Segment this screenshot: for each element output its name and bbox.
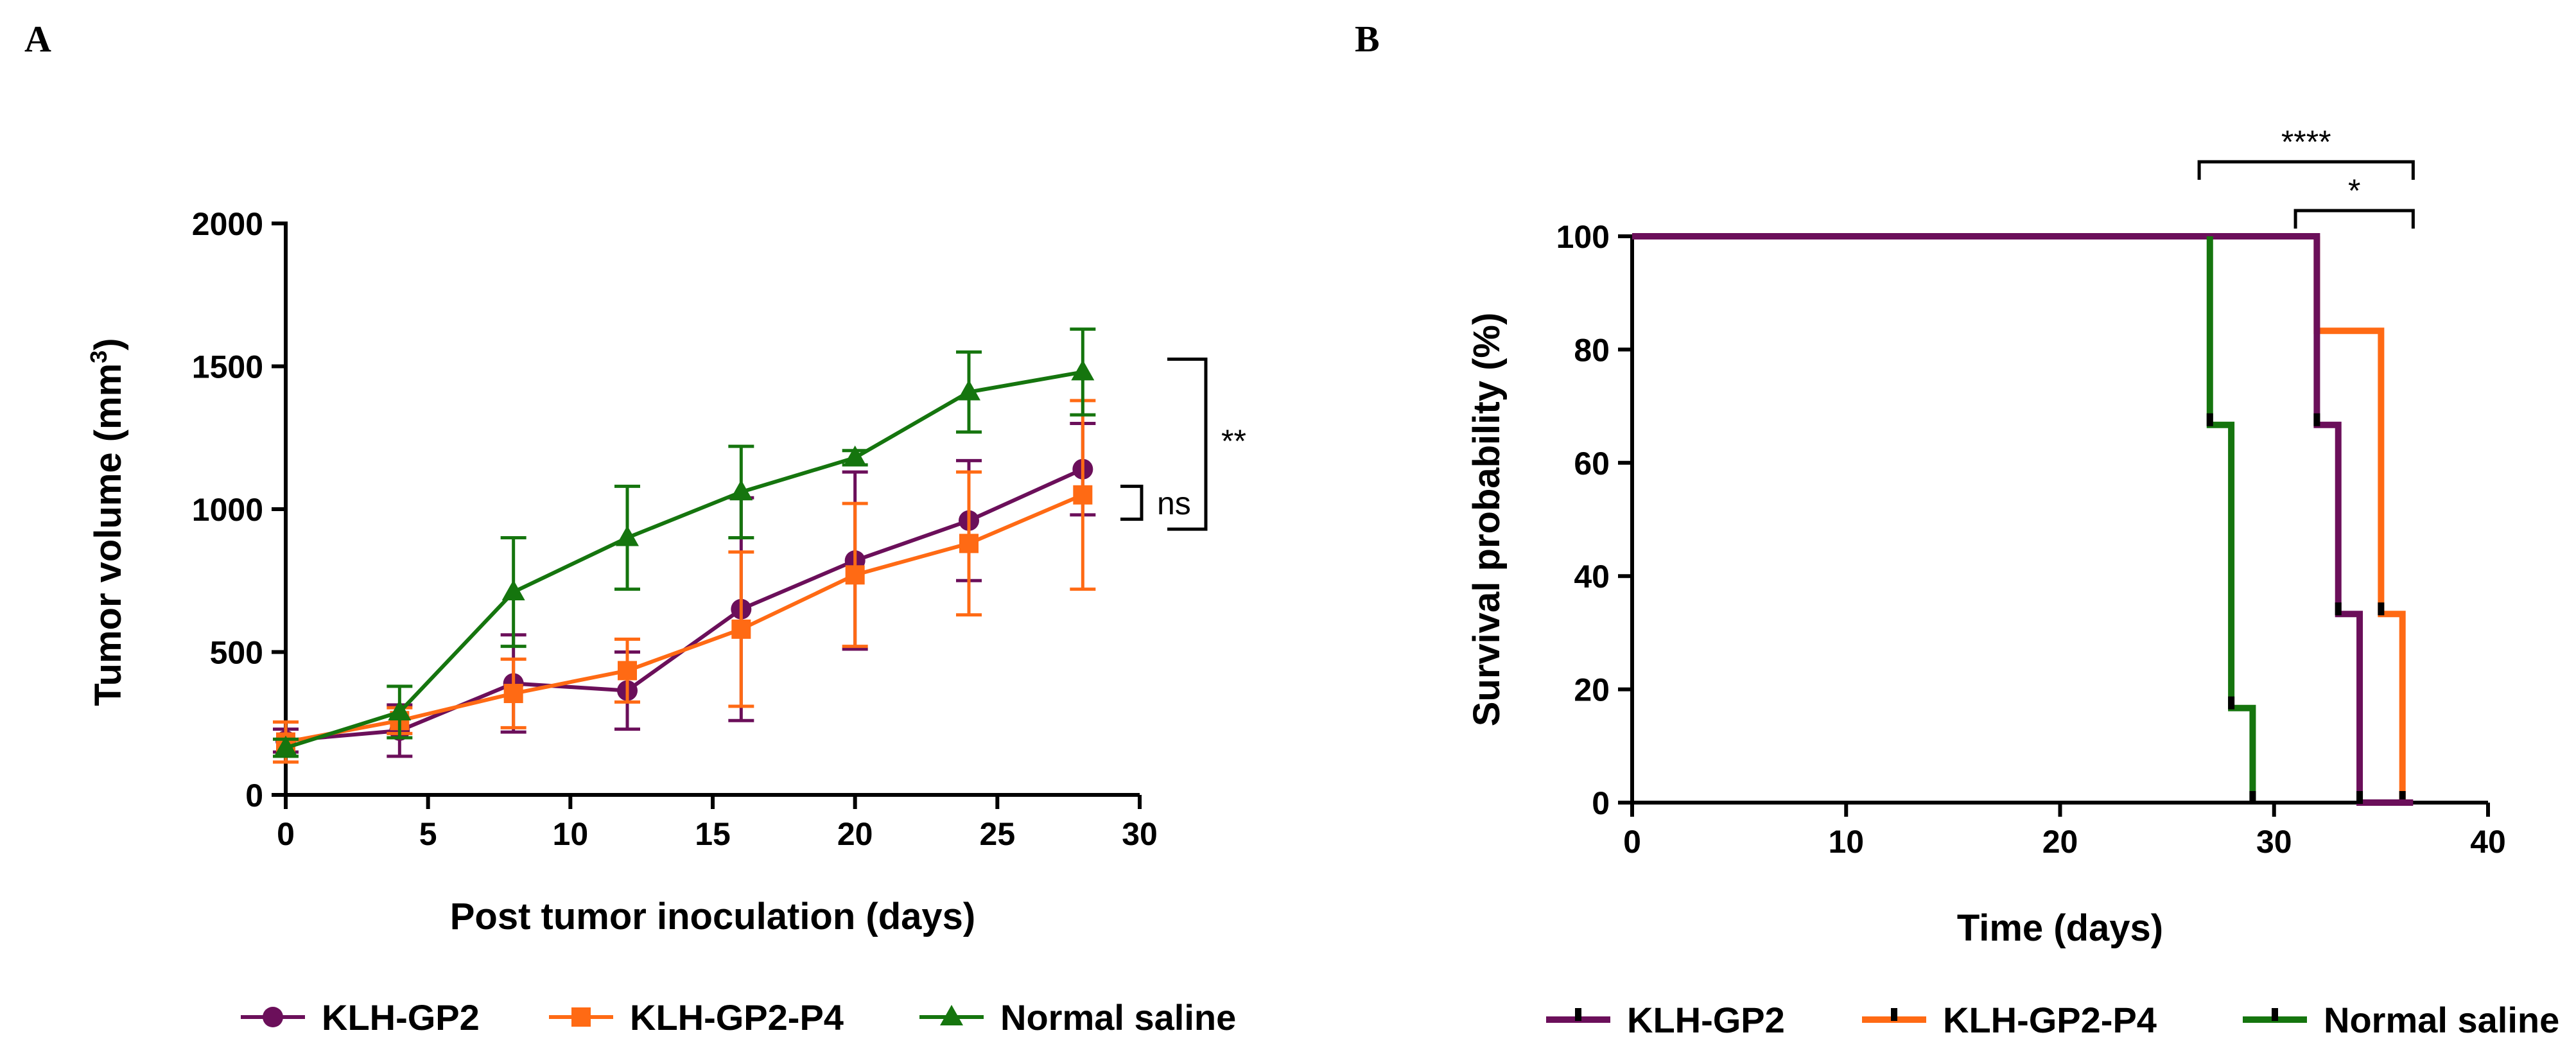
chart-a-y-axis-title: Tumor volume (mm3) — [85, 338, 129, 706]
chart-a-data-point — [843, 445, 867, 466]
chart-b-legend-label: Normal saline — [2324, 1000, 2559, 1040]
chart-b-x-tick-label: 10 — [1828, 824, 1864, 860]
chart-b-series — [1632, 233, 2414, 806]
chart-a-legend-item: Normal saline — [919, 997, 1236, 1038]
chart-b-significance-label: **** — [2281, 124, 2331, 160]
chart-a-tumor-volume: 0 5 10 15 20 25 30 0 500 1000 1500 2000 Post tumor… — [85, 206, 1246, 1038]
chart-a-legend-marker — [940, 1005, 963, 1025]
chart-a-ns-bracket — [1120, 484, 1144, 521]
chart-b-survival-curve — [2206, 236, 2256, 803]
panel-b-letter: B — [1355, 18, 1380, 60]
chart-a-axes — [284, 222, 1140, 797]
chart-b-series-normal-saline — [2206, 236, 2256, 804]
chart-a-data-point — [731, 619, 751, 639]
chart-b-y-tick-label: 20 — [1574, 672, 1610, 708]
chart-a-legend-item: KLH-GP2 — [241, 997, 480, 1038]
chart-a-series-line — [285, 370, 1083, 750]
chart-a-double-star-label: ** — [1221, 423, 1246, 459]
chart-a-data-point — [503, 684, 523, 704]
chart-a-x-tick-label: 0 — [277, 816, 295, 852]
chart-b-x-tick-label: 40 — [2470, 824, 2506, 860]
chart-a-x-tick-label: 5 — [419, 816, 437, 852]
chart-b-y-tick-label: 100 — [1556, 219, 1610, 255]
chart-a-series-klh-gp2-p4 — [273, 399, 1096, 764]
chart-a-data-point — [274, 735, 297, 756]
chart-b-significance-bracket — [2197, 160, 2415, 180]
chart-a-data-point — [729, 480, 753, 501]
chart-b-survival: 0 10 20 30 40 0 20 40 60 80 100 Time (days) Survi… — [1466, 124, 2559, 1040]
chart-b-x-axis-title: Time (days) — [1957, 907, 2163, 949]
chart-a-x-tick-label: 10 — [553, 816, 589, 852]
chart-a-data-point — [616, 525, 639, 546]
chart-b-x-ticks: 0 10 20 30 40 — [1623, 803, 2506, 860]
chart-b-legend-label: KLH-GP2 — [1627, 1000, 1785, 1040]
chart-a-data-point — [1073, 485, 1093, 505]
chart-a-y-tick-label: 1000 — [192, 492, 263, 528]
chart-a-y-axis-title-main: Tumor volume (mm — [87, 363, 129, 706]
chart-b-significance: ***** — [2197, 124, 2415, 229]
chart-b-y-tick-label: 80 — [1574, 332, 1610, 368]
chart-a-data-point — [845, 565, 865, 585]
chart-a-series-normal-saline — [273, 327, 1096, 758]
chart-a-data-point — [1071, 360, 1095, 381]
chart-a-data-point — [388, 699, 412, 720]
chart-a-data-point — [957, 379, 980, 401]
chart-a-data-point — [959, 534, 979, 553]
chart-b-legend-item: KLH-GP2 — [1546, 1000, 1785, 1040]
chart-a-ns-label: ns — [1157, 485, 1191, 521]
chart-a-y-ticks: 0 500 1000 1500 2000 — [192, 206, 286, 814]
chart-b-x-tick-label: 30 — [2256, 824, 2292, 860]
chart-b-y-tick-label: 60 — [1574, 446, 1610, 482]
chart-b-y-axis-title: Survival probability (%) — [1466, 313, 1508, 727]
chart-a-y-tick-label: 0 — [245, 778, 263, 814]
chart-a-legend-label: KLH-GP2 — [322, 997, 480, 1038]
chart-b-x-tick-label: 0 — [1623, 824, 1641, 860]
chart-b-survival-curve — [1632, 233, 2414, 806]
chart-a-y-tick-label: 2000 — [192, 206, 263, 242]
chart-a-legend-label: Normal saline — [1000, 997, 1236, 1038]
chart-a-annotations: ns ** — [1120, 357, 1246, 531]
chart-a-data-point — [618, 661, 637, 681]
chart-b-series-klh-gp2 — [1632, 233, 2414, 806]
chart-b-y-tick-label: 0 — [1592, 785, 1610, 821]
chart-a-data-point — [501, 580, 525, 601]
chart-a-x-ticks: 0 5 10 15 20 25 30 — [277, 795, 1158, 852]
chart-a-legend-marker — [263, 1007, 283, 1027]
chart-a-y-tick-label: 500 — [210, 635, 263, 671]
chart-a-y-tick-label: 1500 — [192, 349, 263, 385]
panel-a-letter: A — [24, 18, 51, 60]
chart-a-legend-item: KLH-GP2-P4 — [549, 997, 844, 1038]
chart-b-y-ticks: 0 20 40 60 80 100 — [1556, 219, 1632, 821]
chart-a-series — [273, 327, 1096, 764]
chart-a-legend: KLH-GP2 KLH-GP2-P4 Normal saline — [241, 997, 1236, 1038]
chart-b-legend-item: KLH-GP2-P4 — [1862, 1000, 2157, 1040]
chart-a-double-star-bracket — [1167, 357, 1208, 531]
chart-a-series-line — [285, 467, 1084, 743]
chart-b-x-tick-label: 20 — [2042, 824, 2078, 860]
chart-a-x-tick-label: 20 — [837, 816, 873, 852]
chart-b-significance-label: * — [2348, 173, 2360, 209]
chart-a-x-tick-label: 30 — [1122, 816, 1158, 852]
chart-b-legend: KLH-GP2 KLH-GP2-P4 Normal saline — [1546, 1000, 2559, 1040]
chart-b-y-tick-label: 40 — [1574, 559, 1610, 595]
chart-b-legend-label: KLH-GP2-P4 — [1943, 1000, 2157, 1040]
chart-a-x-tick-label: 15 — [695, 816, 731, 852]
chart-a-x-tick-label: 25 — [980, 816, 1016, 852]
chart-a-y-axis-title-sup: 3 — [85, 351, 112, 363]
chart-b-significance-bracket — [2293, 209, 2415, 229]
chart-a-y-axis-title-end: ) — [87, 338, 129, 350]
chart-b-legend-item: Normal saline — [2243, 1000, 2559, 1040]
chart-a-series-line — [285, 492, 1084, 744]
chart-a-legend-label: KLH-GP2-P4 — [630, 997, 844, 1038]
chart-a-x-axis-title: Post tumor inoculation (days) — [450, 896, 976, 937]
chart-a-legend-marker — [571, 1007, 591, 1027]
